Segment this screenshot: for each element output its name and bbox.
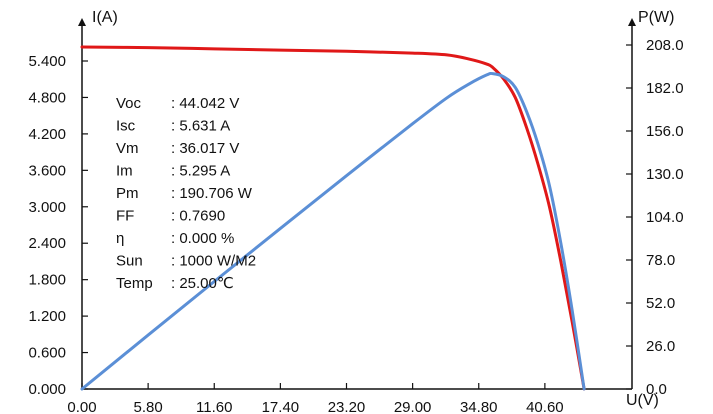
x-tick-label: 29.00 <box>394 399 432 414</box>
left-y-tick-label: 0.000 <box>28 381 66 398</box>
x-tick-label: 11.60 <box>196 399 232 414</box>
annotation-value: : 5.295 A <box>171 163 230 180</box>
annotation-value: : 44.042 V <box>171 95 239 112</box>
right-y-tick-label: 0.0 <box>646 381 667 398</box>
left-y-tick-label: 0.600 <box>28 345 66 362</box>
right-y-tick-label: 130.0 <box>646 166 684 183</box>
left-y-tick-label: 3.000 <box>28 199 66 216</box>
left-y-tick-label: 1.800 <box>28 272 66 289</box>
power-curve-line <box>80 71 586 391</box>
right-y-tick-label: 182.0 <box>646 80 684 97</box>
left-y-tick-label: 4.200 <box>28 126 66 143</box>
annotation-value: : 0.000 % <box>171 230 234 247</box>
right-y-axis-title: P(W) <box>638 9 674 26</box>
annotation-label: Temp <box>116 275 153 292</box>
x-tick-label: 17.40 <box>262 399 300 414</box>
annotation-value: : 1000 W/M2 <box>171 253 256 270</box>
right-y-tick-label: 104.0 <box>646 209 684 226</box>
left-y-axis-title: I(A) <box>92 9 118 26</box>
annotation-label: Pm <box>116 185 139 202</box>
right-y-tick-label: 52.0 <box>646 295 675 312</box>
annotation-value: : 0.7690 <box>171 208 225 225</box>
right-y-tick-label: 78.0 <box>646 252 675 269</box>
x-tick-label: 0.00 <box>67 399 96 414</box>
left-y-axis-arrow-icon <box>78 18 86 26</box>
x-tick-label: 34.80 <box>460 399 498 414</box>
annotation-label: Voc <box>116 95 142 112</box>
right-y-tick-label: 26.0 <box>646 338 675 355</box>
annotation-panel: Voc : 44.042 V Isc : 5.631 A Vm : 36.017 V Im:… <box>116 95 256 292</box>
x-tick-label: 40.60 <box>526 399 564 414</box>
left-y-tick-label: 1.200 <box>28 308 66 325</box>
right-y-tick-label: 156.0 <box>646 123 684 140</box>
axes-layer <box>78 18 636 390</box>
annotation-value: : 5.631 A <box>171 118 230 135</box>
left-y-tick-label: 4.800 <box>28 89 66 106</box>
labels-layer: I(A) P(W) U(V) 0.000 0.600 1.200 1.800 2.400 3.0… <box>28 9 683 414</box>
x-tick-label: 5.80 <box>134 399 163 414</box>
left-y-tick-label: 5.400 <box>28 53 66 70</box>
annotation-label: η <box>116 230 124 247</box>
right-y-axis-arrow-icon <box>628 18 636 26</box>
annotation-label: Isc <box>116 118 136 135</box>
right-y-tick-label: 208.0 <box>646 37 684 54</box>
annotation-label: Sun <box>116 253 143 270</box>
x-tick-label: 23.20 <box>328 399 366 414</box>
series-layer <box>80 45 586 391</box>
annotation-label: Im <box>116 163 133 180</box>
left-y-tick-label: 2.400 <box>28 235 66 252</box>
current-curve-line <box>80 45 586 391</box>
annotation-value: : 36.017 V <box>171 140 239 157</box>
left-y-tick-label: 3.600 <box>28 162 66 179</box>
x-axis-title: U(V) <box>626 392 659 409</box>
annotation-label: Vm <box>116 140 139 157</box>
annotation-label: FF <box>116 208 134 225</box>
annotation-value: : 25.00℃ <box>171 275 234 292</box>
annotation-value: : 190.706 W <box>171 185 253 202</box>
